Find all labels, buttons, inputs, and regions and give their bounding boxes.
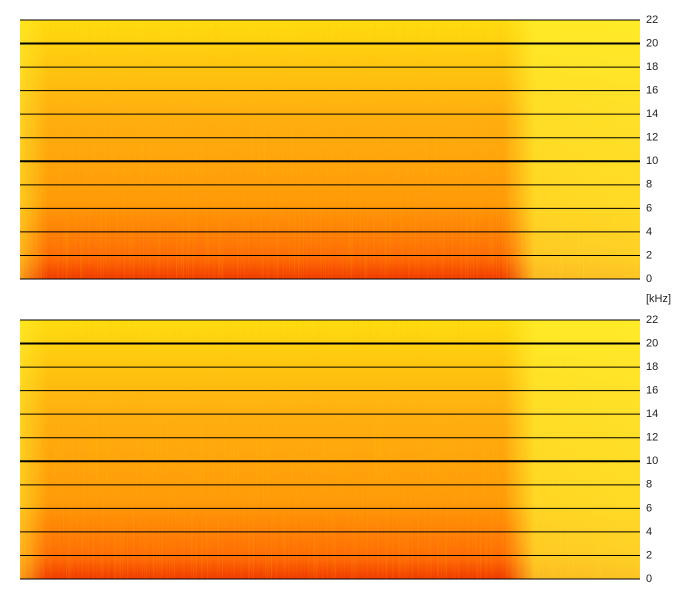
y-tick-label: 18 xyxy=(646,61,658,73)
y-tick-label: 16 xyxy=(646,85,658,97)
y-tick-label: 18 xyxy=(646,361,658,373)
y-tick-label: 22 xyxy=(646,14,658,26)
spectrogram-shade xyxy=(20,20,640,279)
y-tick-label: 14 xyxy=(646,108,658,120)
y-tick-label: 10 xyxy=(646,155,658,167)
y-tick-label: 16 xyxy=(646,385,658,397)
y-tick-label: 20 xyxy=(646,337,658,349)
y-tick-label: 6 xyxy=(646,202,652,214)
y-tick-label: 22 xyxy=(646,314,658,326)
y-tick-label: 10 xyxy=(646,455,658,467)
y-axis-label: [kHz] xyxy=(646,293,671,305)
y-tick-label: 12 xyxy=(646,132,658,144)
y-tick-label: 20 xyxy=(646,37,658,49)
y-tick-label: 2 xyxy=(646,549,652,561)
y-tick-label: 0 xyxy=(646,273,652,285)
y-tick-label: 8 xyxy=(646,479,652,491)
y-tick-label: 0 xyxy=(646,573,652,585)
y-tick-label: 12 xyxy=(646,432,658,444)
y-tick-label: 14 xyxy=(646,408,658,420)
y-tick-label: 8 xyxy=(646,179,652,191)
y-tick-label: 6 xyxy=(646,502,652,514)
y-tick-label: 4 xyxy=(646,226,652,238)
spectrogram-shade xyxy=(20,320,640,579)
y-tick-label: 4 xyxy=(646,526,652,538)
y-tick-label: 2 xyxy=(646,249,652,261)
